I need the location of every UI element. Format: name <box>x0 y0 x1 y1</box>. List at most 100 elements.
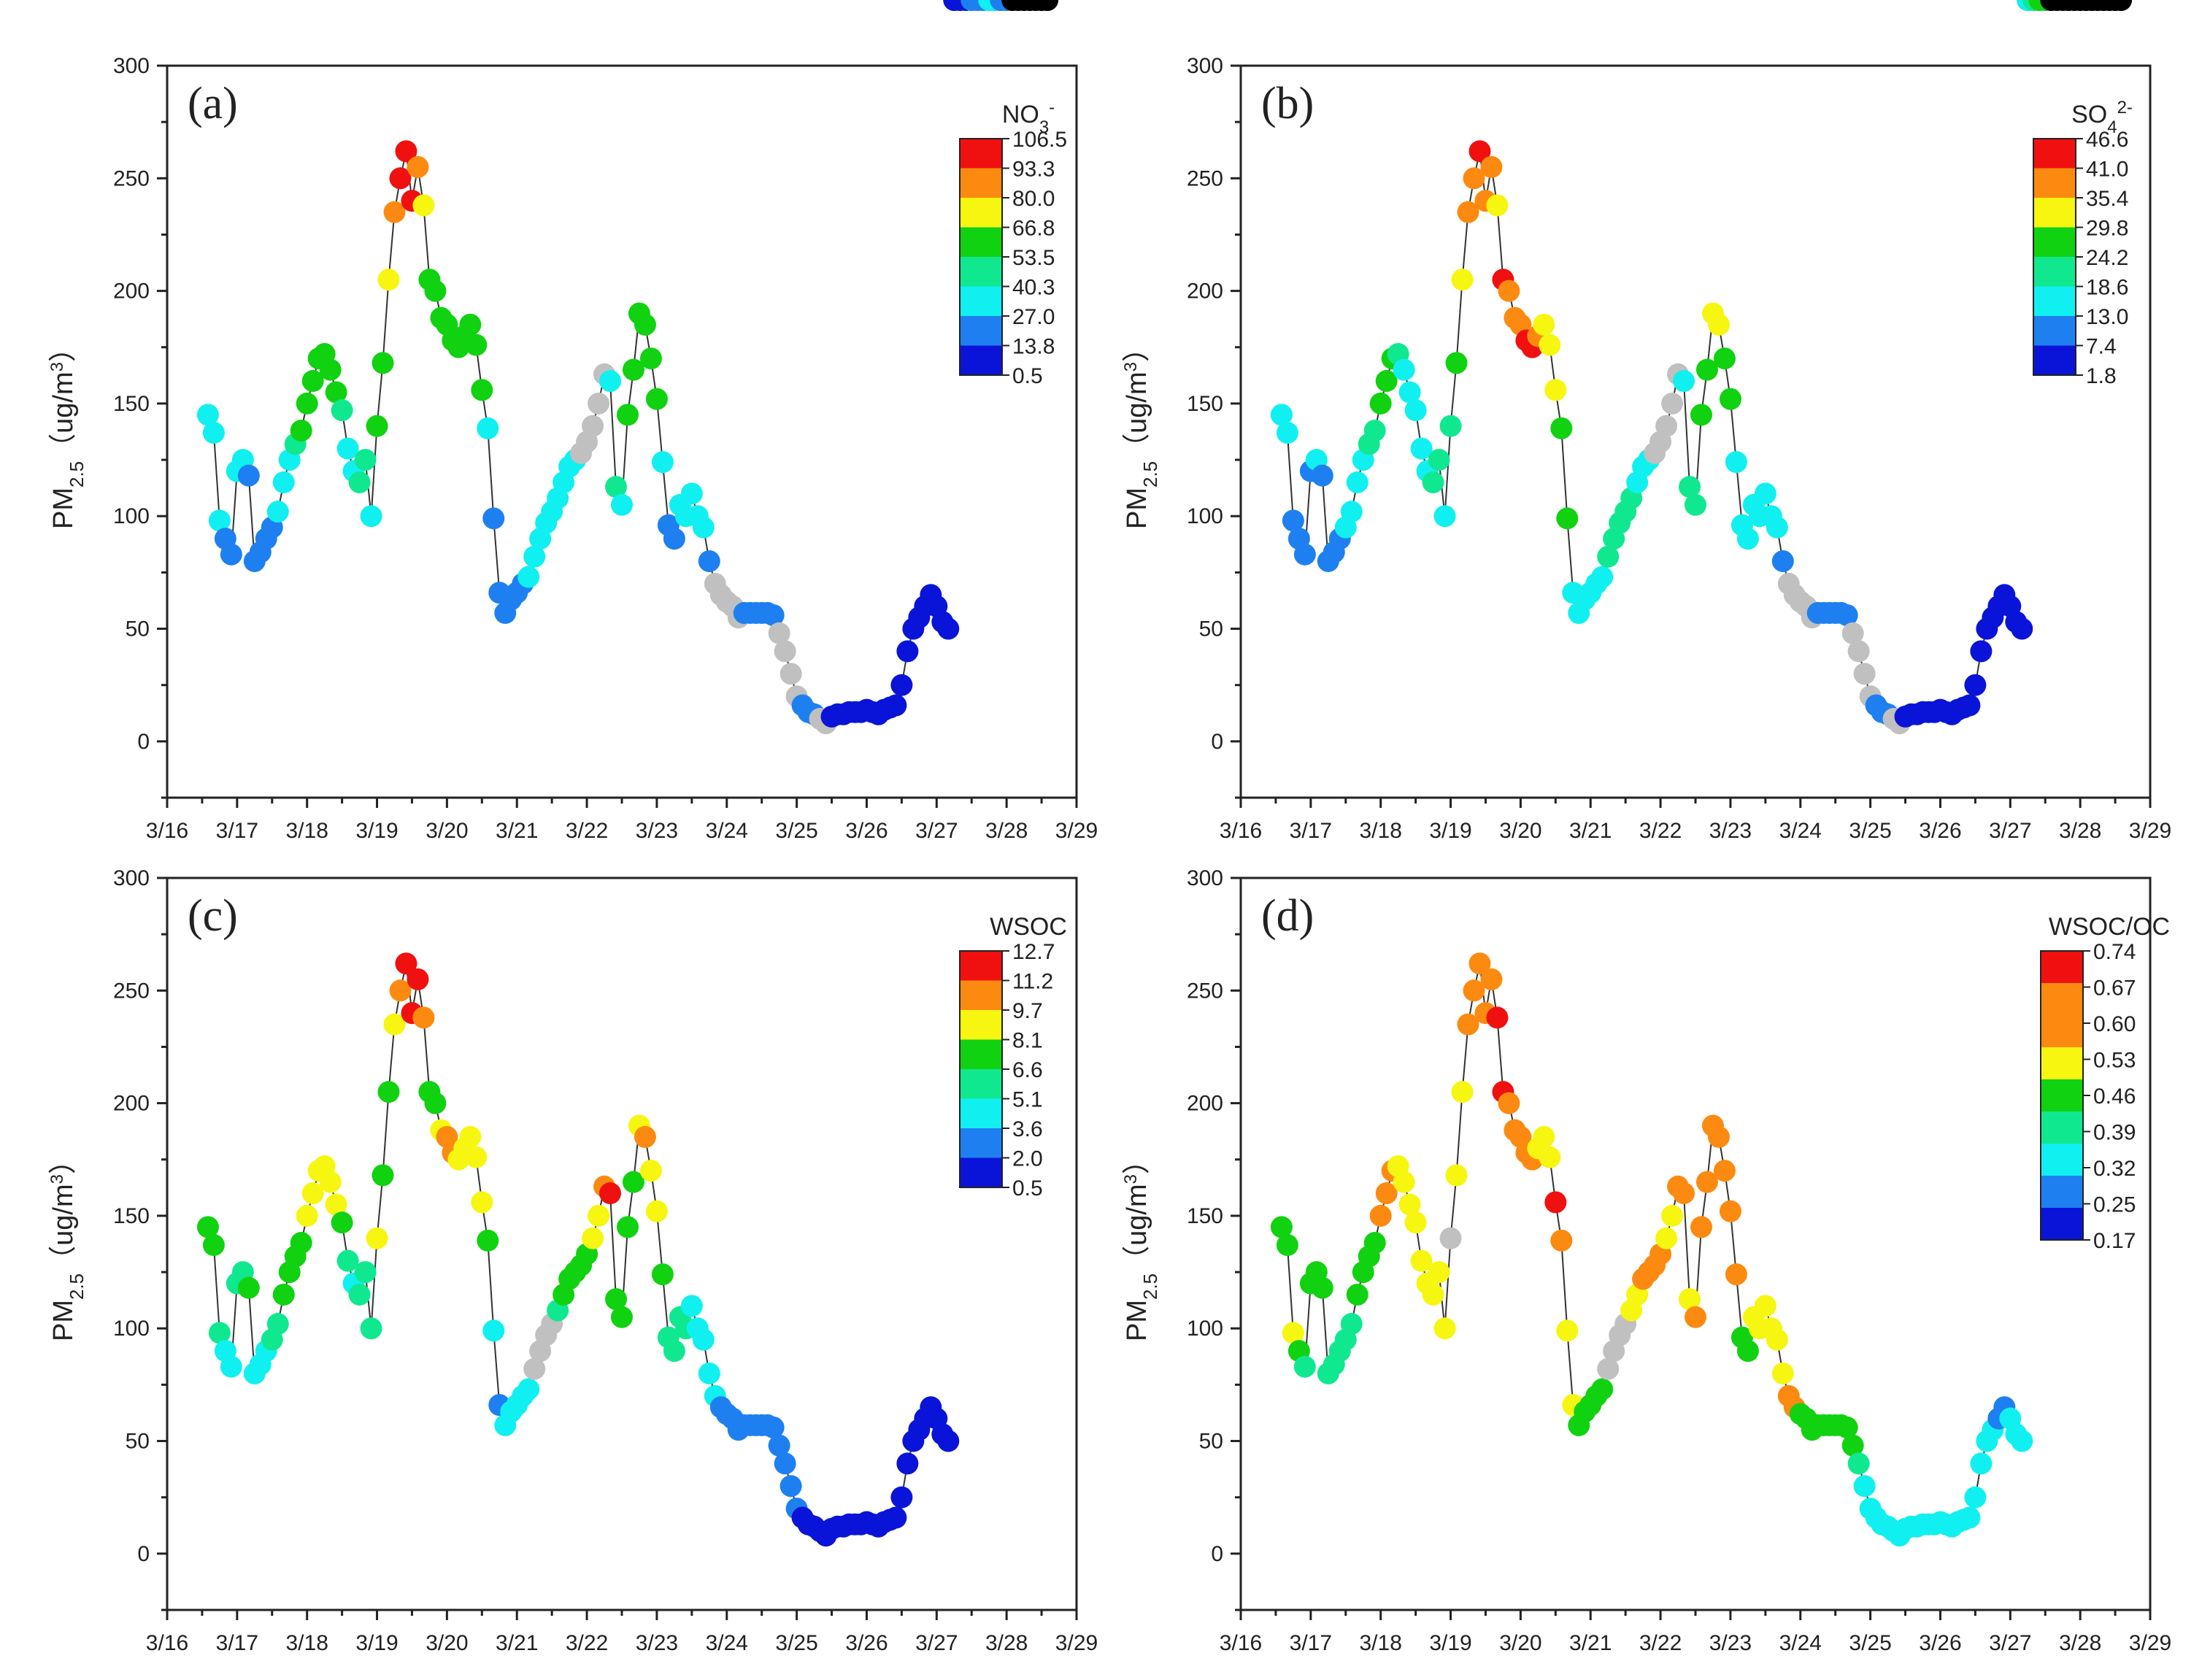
data-point <box>202 422 225 444</box>
data-point <box>301 370 324 393</box>
y-tick-label: 250 <box>113 166 150 190</box>
y-axis-label: PM2.5（ug/m3） <box>1121 334 1162 529</box>
data-point <box>202 1234 225 1257</box>
x-tick-label: 3/24 <box>706 819 748 843</box>
data-point <box>465 334 488 356</box>
data-point <box>1398 381 1421 404</box>
data-point <box>1282 1322 1304 1344</box>
data-point <box>1591 566 1614 588</box>
data-point <box>272 1283 295 1306</box>
legend-swatch <box>2041 1208 2083 1240</box>
y-tick-label: 0 <box>137 730 150 754</box>
data-point <box>1340 1313 1363 1336</box>
legend-tick-label: 6.6 <box>1012 1058 1043 1082</box>
chart-panel-a: 0 50 100 150 200 250 300 3/16 3/17 3/18 3/19 3/20 3/… <box>47 0 1098 843</box>
x-tick-label: 3/17 <box>216 1631 258 1655</box>
legend-tick-label: 9.7 <box>1012 999 1043 1023</box>
x-tick-label: 3/25 <box>775 819 817 843</box>
x-tick-label: 3/29 <box>1055 1631 1098 1655</box>
x-tick-label: 3/24 <box>706 1631 748 1655</box>
legend-title: SO42- <box>2071 98 2133 137</box>
data-point <box>196 1216 219 1238</box>
legend-swatch <box>2033 257 2076 287</box>
data-point <box>325 381 347 404</box>
x-tick-label: 3/20 <box>426 819 468 843</box>
legend-swatch <box>960 227 1002 257</box>
data-point <box>1439 1227 1462 1249</box>
legend-swatch <box>2041 1111 2083 1144</box>
x-tick-label: 3/16 <box>146 819 188 843</box>
legend-tick-label: 106.5 <box>1012 128 1067 152</box>
data-point <box>1533 313 1555 336</box>
x-tick-label: 3/27 <box>1989 819 2031 843</box>
data-point <box>266 501 289 523</box>
data-point <box>196 404 219 426</box>
legend-swatch <box>960 1069 1002 1099</box>
data-point <box>325 1193 347 1216</box>
legend-tick-label: 35.4 <box>2086 187 2128 211</box>
data-point <box>237 464 260 487</box>
legend-swatch <box>960 257 1002 287</box>
data-point <box>1445 1164 1468 1187</box>
data-point <box>937 1430 960 1452</box>
legend-swatch <box>960 139 1002 169</box>
data-point <box>290 1231 312 1254</box>
legend-tick-label: 24.2 <box>2086 246 2128 270</box>
data-point <box>1964 1486 1987 1508</box>
legend-tick-label: 0.53 <box>2093 1049 2136 1073</box>
data-point <box>348 471 371 493</box>
x-tick-label: 3/28 <box>2059 819 2101 843</box>
data-point <box>1393 358 1415 381</box>
y-tick-label: 50 <box>1199 617 1223 641</box>
data-point <box>471 1191 493 1214</box>
data-point <box>1276 422 1298 444</box>
y-tick-label: 200 <box>1187 1092 1223 1116</box>
legend-title: WSOC/OC <box>2049 913 2170 941</box>
data-point <box>639 347 662 370</box>
data-point <box>890 1486 913 1508</box>
legend-swatch <box>960 1128 1002 1158</box>
legend-tick-label: 0.67 <box>2093 976 2136 1001</box>
legend-tick-label: 12.7 <box>1012 940 1055 964</box>
legend-tick-label: 0.46 <box>2093 1084 2136 1109</box>
data-point <box>1293 1355 1316 1378</box>
data-point <box>588 1204 610 1227</box>
x-tick-label: 3/21 <box>496 1631 538 1655</box>
data-point <box>1550 1229 1573 1252</box>
legend-swatch <box>2041 1079 2083 1111</box>
data-point <box>1311 1276 1333 1299</box>
x-tick-label: 3/20 <box>1499 1631 1541 1655</box>
data-point <box>424 280 447 302</box>
data-point <box>1836 604 1858 627</box>
x-tick-label: 3/18 <box>1359 1631 1401 1655</box>
data-point <box>272 471 295 493</box>
data-point <box>366 415 388 437</box>
x-tick-label: 3/22 <box>566 819 608 843</box>
x-tick-label: 3/17 <box>1290 1631 1332 1655</box>
data-point <box>2011 1430 2033 1452</box>
data-point <box>372 352 394 374</box>
legend-tick-label: 80.0 <box>1012 187 1055 211</box>
legend-tick-label: 11.2 <box>1012 970 1053 994</box>
data-point <box>1695 358 1718 381</box>
data-point <box>698 550 720 572</box>
data-point <box>1498 280 1520 302</box>
data-point <box>372 1164 394 1187</box>
data-point <box>1375 1182 1398 1205</box>
y-axis-label: PM2.5（ug/m3） <box>47 334 88 529</box>
legend-tick-label: 53.5 <box>1012 246 1055 270</box>
data-point <box>1556 1319 1579 1342</box>
y-tick-label: 0 <box>137 1542 150 1566</box>
y-axis-label: PM2.5（ug/m3） <box>1121 1147 1162 1341</box>
data-point <box>360 505 382 528</box>
data-point <box>407 155 429 178</box>
data-point <box>779 1475 802 1498</box>
data-point <box>1539 334 1561 356</box>
x-tick-label: 3/25 <box>1849 1631 1891 1655</box>
data-point <box>1463 167 1485 190</box>
data-point <box>1841 1434 1864 1457</box>
data-point <box>1428 449 1450 471</box>
data-point <box>1766 1328 1788 1351</box>
legend-swatch <box>2033 316 2076 346</box>
